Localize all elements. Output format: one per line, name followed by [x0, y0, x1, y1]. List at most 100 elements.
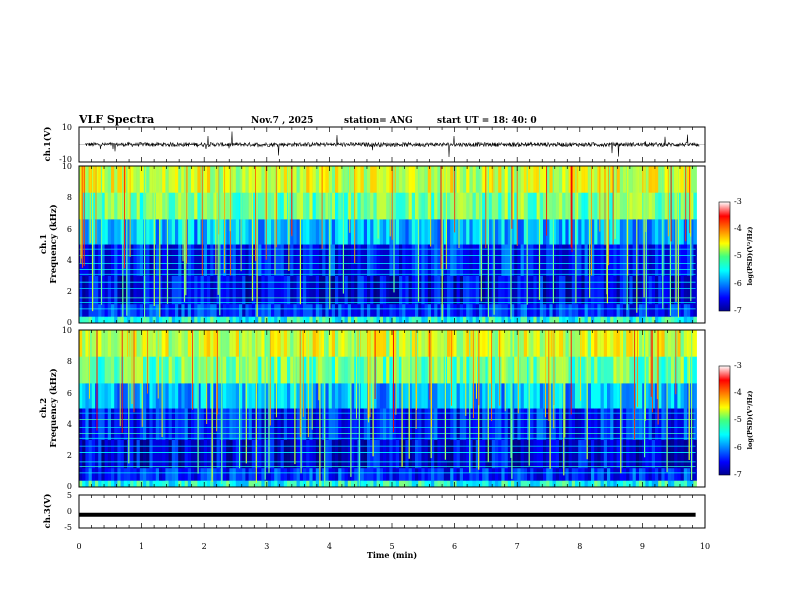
ch2-cell-0 — [264, 330, 269, 357]
ch2-cell-6 — [171, 480, 176, 488]
ch1-cell-3 — [98, 244, 102, 277]
ch1-cell-4 — [376, 275, 381, 305]
ch1-cell-3 — [539, 244, 544, 277]
ch2-cell-0 — [331, 330, 336, 357]
ch1-cell-6 — [255, 316, 259, 324]
ch2-cell-4 — [344, 439, 349, 469]
ch2-cell-1 — [418, 356, 422, 384]
ch2-cell-5 — [424, 468, 429, 482]
ch2-cell-1 — [450, 356, 454, 384]
ch2-cell-4 — [693, 439, 697, 469]
ch1-cell-3 — [114, 244, 118, 277]
ch2-cell-0 — [104, 330, 109, 357]
ch1-cell-5 — [267, 304, 272, 318]
ch1-cell-1 — [271, 192, 275, 220]
ch1-cell-3 — [242, 244, 246, 277]
xtick-6: 6 — [452, 542, 457, 551]
ch1-cbar-tick-m5: -5 — [734, 251, 742, 260]
ch1-cell-4 — [187, 275, 192, 305]
ch1-cell-3 — [213, 244, 217, 277]
ch1-cell-6 — [386, 316, 390, 324]
ch1-cell-4 — [603, 275, 608, 305]
ch1-cell-2 — [335, 219, 339, 245]
ch1-cell-6 — [344, 316, 349, 324]
ch1-cell-4 — [88, 275, 93, 305]
ch2-cell-0 — [197, 330, 201, 357]
ch2-cell-4 — [258, 439, 262, 469]
ch2-cell-5 — [120, 468, 125, 482]
ch1-cell-1 — [251, 192, 256, 220]
ch2-cell-2 — [453, 383, 457, 409]
ch1-cell-0 — [258, 166, 262, 193]
ch1-cell-1 — [527, 192, 531, 220]
ch1-cell-5 — [258, 304, 262, 318]
ch2-cell-0 — [162, 330, 166, 357]
ch2-cell-5 — [82, 468, 86, 482]
ch1-cell-3 — [127, 244, 131, 277]
ch1-cell-6 — [687, 316, 691, 324]
ch1-cell-1 — [571, 192, 576, 220]
ch1-cell-6 — [162, 316, 166, 324]
ch2-cell-0 — [322, 330, 326, 357]
ch1-cell-2 — [354, 219, 358, 245]
ch1-cell-2 — [680, 219, 685, 245]
ch1-cell-2 — [277, 219, 281, 245]
ch2-cell-0 — [155, 330, 160, 357]
ch1-cell-6 — [331, 316, 336, 324]
ch2-cell-4 — [107, 439, 112, 469]
ch1-cell-2 — [386, 219, 390, 245]
ch2-cell-4 — [155, 439, 160, 469]
ch1-cell-0 — [149, 166, 153, 193]
ch2-cell-5 — [648, 468, 653, 482]
ch2-cell-4 — [159, 439, 163, 469]
ch1-cell-1 — [507, 192, 512, 220]
ch1-cell-0 — [203, 166, 208, 193]
ch1-cell-3 — [632, 244, 637, 277]
ch2-cell-4 — [203, 439, 208, 469]
ch1-cell-6 — [191, 316, 195, 324]
ch2-cell-1 — [104, 356, 109, 384]
ch1-cell-5 — [523, 304, 528, 318]
ch2-cell-0 — [581, 330, 585, 357]
ch2-cell-6 — [603, 480, 608, 488]
ch2-cell-1 — [421, 356, 425, 384]
ch2-cell-3 — [213, 408, 217, 441]
ch1-cell-1 — [530, 192, 534, 220]
ch1-cell-5 — [587, 304, 592, 318]
ch1-cell-6 — [488, 316, 493, 324]
ch2-cell-3 — [379, 408, 384, 441]
ch1-cell-2 — [511, 219, 515, 245]
ch2-cell-5 — [344, 468, 349, 482]
ch2-cell-0 — [488, 330, 493, 357]
ch2-cell-1 — [335, 356, 339, 384]
ch2-cell-4 — [123, 439, 128, 469]
ch1-cell-4 — [360, 275, 365, 305]
ch2-cell-5 — [559, 468, 563, 482]
ch2-cell-4 — [341, 439, 345, 469]
ch2-cell-6 — [680, 480, 685, 488]
ch2-cell-6 — [581, 480, 585, 488]
ch2-cell-3 — [651, 408, 656, 441]
ch1-cell-0 — [136, 166, 141, 193]
ch1-cell-2 — [136, 219, 141, 245]
ch1-cell-5 — [277, 304, 281, 318]
ch2-ylabel-channel: ch.2 — [39, 398, 49, 418]
ch1-cell-6 — [587, 316, 592, 324]
ch2-cell-3 — [277, 408, 281, 441]
ch2-cell-2 — [322, 383, 326, 409]
ch2-cell-0 — [325, 330, 329, 357]
ch1-cell-5 — [664, 304, 669, 318]
ch1-cell-4 — [431, 275, 435, 305]
ch2-cell-6 — [690, 480, 694, 488]
ch1-cell-6 — [536, 316, 541, 324]
ch1-cell-4 — [677, 275, 681, 305]
ch1-cell-6 — [594, 316, 598, 324]
ch2-cell-4 — [456, 439, 461, 469]
ch1-cell-5 — [367, 304, 371, 318]
ch1-cell-6 — [514, 316, 518, 324]
ch1-cell-3 — [456, 244, 461, 277]
ch2-cell-1 — [354, 356, 358, 384]
ch2-cell-1 — [392, 356, 397, 384]
ch1-cell-1 — [514, 192, 518, 220]
ch1-cell-0 — [507, 166, 512, 193]
